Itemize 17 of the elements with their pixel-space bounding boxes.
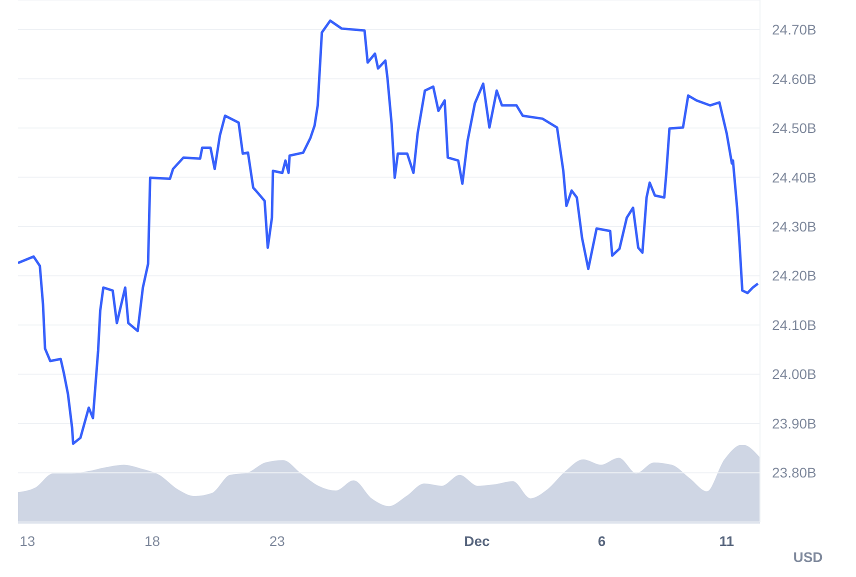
x-tick-label: Dec bbox=[464, 533, 490, 549]
y-tick-label: 23.80B bbox=[772, 464, 816, 481]
y-tick-label: 24.20B bbox=[772, 268, 816, 284]
x-tick-label: 18 bbox=[144, 533, 160, 549]
y-tick-label: 24.10B bbox=[772, 316, 816, 333]
y-tick-label: 23.90B bbox=[772, 415, 816, 432]
y-tick-label: 24.60B bbox=[772, 70, 816, 87]
x-tick-label: 6 bbox=[598, 533, 606, 549]
y-tick-label: 24.30B bbox=[772, 218, 816, 234]
x-tick-label: 13 bbox=[20, 533, 36, 549]
y-axis-title: USD bbox=[793, 549, 823, 565]
x-tick-label: 11 bbox=[719, 533, 734, 549]
y-tick-label: 24.70B bbox=[772, 22, 816, 38]
y-tick-label: 24.50B bbox=[772, 120, 816, 136]
y-tick-label: 24.00B bbox=[772, 366, 816, 382]
x-tick-label: 23 bbox=[269, 533, 286, 549]
y-tick-label: 24.40B bbox=[772, 169, 816, 186]
